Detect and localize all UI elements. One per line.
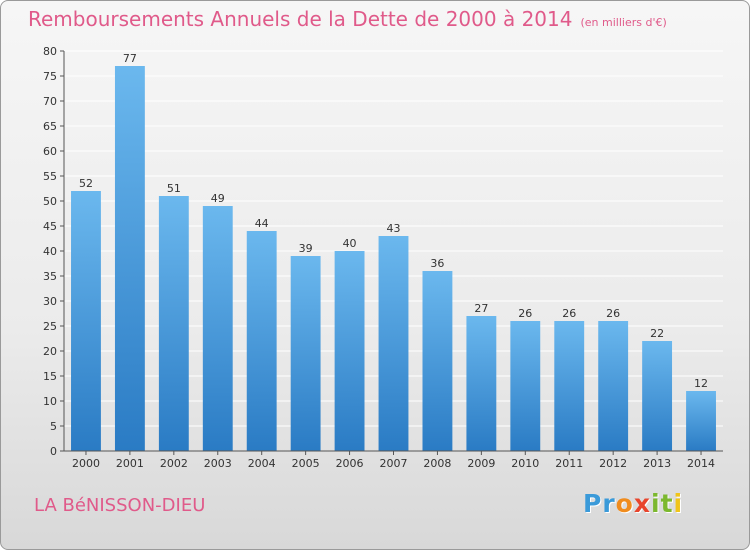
- bars: 52 77 51 49 44 39 40 43 36 27 26 26 26 22 12: [71, 52, 716, 451]
- bar-2013: [642, 341, 673, 451]
- y-tick-label: 75: [43, 70, 57, 83]
- x-tick-label: 2001: [116, 457, 144, 470]
- data-label: 26: [562, 307, 576, 320]
- x-tick-label: 2008: [423, 457, 451, 470]
- x-tick-label: 2003: [204, 457, 232, 470]
- x-tick-label: 2002: [160, 457, 188, 470]
- logo-letter: i: [651, 489, 661, 518]
- data-label: 12: [694, 377, 708, 390]
- data-label: 49: [211, 192, 225, 205]
- commune-name: LA BéNISSON-DIEU: [34, 495, 206, 516]
- chart-title-block: Remboursements Annuels de la Dette de 20…: [28, 7, 667, 31]
- data-label: 26: [606, 307, 620, 320]
- bar-2010: [510, 321, 541, 451]
- y-tick-label: 35: [43, 270, 57, 283]
- data-label: 43: [387, 222, 401, 235]
- bar-2002: [158, 196, 189, 451]
- bar-2001: [114, 66, 145, 451]
- bar-2014: [686, 391, 716, 451]
- y-tick-label: 60: [43, 145, 57, 158]
- bar-2008: [422, 271, 453, 451]
- bar-2007: [378, 236, 409, 451]
- x-tick-label: 2005: [292, 457, 320, 470]
- y-tick-label: 20: [43, 345, 57, 358]
- x-tick-label: 2010: [511, 457, 539, 470]
- bar-2011: [554, 321, 585, 451]
- y-tick-label: 40: [43, 245, 57, 258]
- y-tick-label: 55: [43, 170, 57, 183]
- data-label: 51: [167, 182, 181, 195]
- y-tick-label: 65: [43, 120, 57, 133]
- data-label: 77: [123, 52, 137, 65]
- data-label: 44: [255, 217, 269, 230]
- data-label: 26: [518, 307, 532, 320]
- logo-letter: i: [673, 489, 684, 518]
- data-label: 52: [79, 177, 93, 190]
- logo-letter: P: [583, 489, 603, 518]
- chart-title: Remboursements Annuels de la Dette de 20…: [28, 7, 573, 31]
- y-tick-label: 0: [50, 445, 57, 458]
- x-tick-label: 2013: [643, 457, 671, 470]
- bar-2004: [246, 231, 277, 451]
- data-label: 22: [650, 327, 664, 340]
- data-label: 40: [343, 237, 357, 250]
- data-label: 36: [430, 257, 444, 270]
- y-tick-label: 45: [43, 220, 57, 233]
- bar-2003: [202, 206, 233, 451]
- data-label: 39: [299, 242, 313, 255]
- bar-2009: [466, 316, 497, 451]
- proxiti-logo: Proxiti: [583, 489, 683, 518]
- x-tick-label: 2011: [555, 457, 583, 470]
- chart-subtitle: (en milliers d'€): [580, 16, 667, 29]
- x-tick-label: 2014: [687, 457, 715, 470]
- x-tick-label: 2006: [336, 457, 364, 470]
- x-tick-label: 2007: [380, 457, 408, 470]
- y-tick-label: 50: [43, 195, 57, 208]
- logo-letter: r: [602, 489, 616, 518]
- bar-2000: [71, 191, 101, 451]
- bar-2006: [334, 251, 365, 451]
- logo-letter: o: [615, 489, 634, 518]
- x-tick-label: 2009: [467, 457, 495, 470]
- y-tick-label: 25: [43, 320, 57, 333]
- x-tick-label: 2012: [599, 457, 627, 470]
- y-tick-label: 80: [43, 45, 57, 58]
- axes: 0 5 10 15 20 25 30 35 40 45 50 55 60 65 70 75 80 2000 2001…: [43, 45, 723, 470]
- y-tick-label: 30: [43, 295, 57, 308]
- data-label: 27: [474, 302, 488, 315]
- x-tick-label: 2000: [72, 457, 100, 470]
- bar-2005: [290, 256, 321, 451]
- bar-2012: [598, 321, 629, 451]
- y-tick-label: 10: [43, 395, 57, 408]
- logo-letter: x: [633, 489, 651, 518]
- y-tick-label: 70: [43, 95, 57, 108]
- logo-letter: t: [660, 489, 674, 518]
- y-tick-label: 5: [50, 420, 57, 433]
- y-tick-label: 15: [43, 370, 57, 383]
- x-tick-label: 2004: [248, 457, 276, 470]
